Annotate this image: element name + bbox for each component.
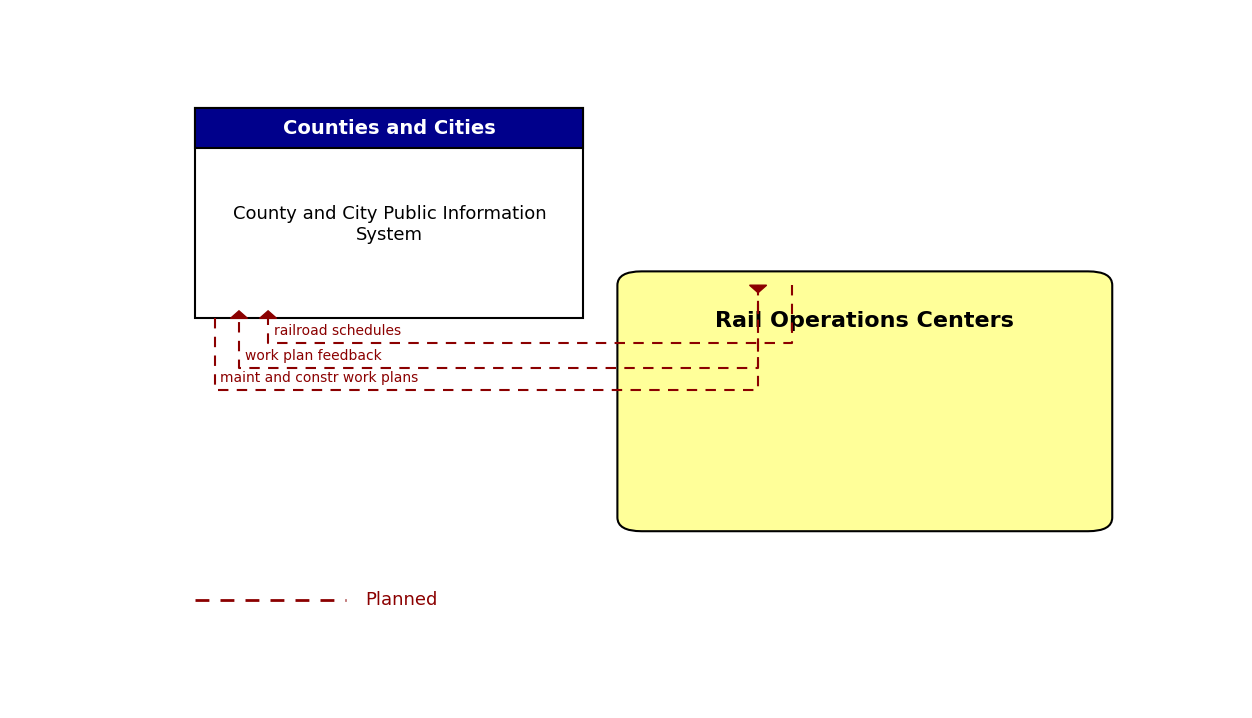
Polygon shape [259,311,277,318]
Text: Planned: Planned [366,592,437,610]
FancyBboxPatch shape [195,108,583,318]
Text: County and City Public Information
System: County and City Public Information Syste… [233,205,546,244]
Polygon shape [750,285,766,293]
Polygon shape [230,311,248,318]
FancyBboxPatch shape [617,271,1112,531]
Text: Rail Operations Centers: Rail Operations Centers [715,311,1014,331]
Text: Counties and Cities: Counties and Cities [283,118,496,138]
Text: railroad schedules: railroad schedules [274,324,401,337]
Text: work plan feedback: work plan feedback [245,349,382,363]
Text: maint and constr work plans: maint and constr work plans [219,370,418,385]
FancyBboxPatch shape [195,108,583,148]
